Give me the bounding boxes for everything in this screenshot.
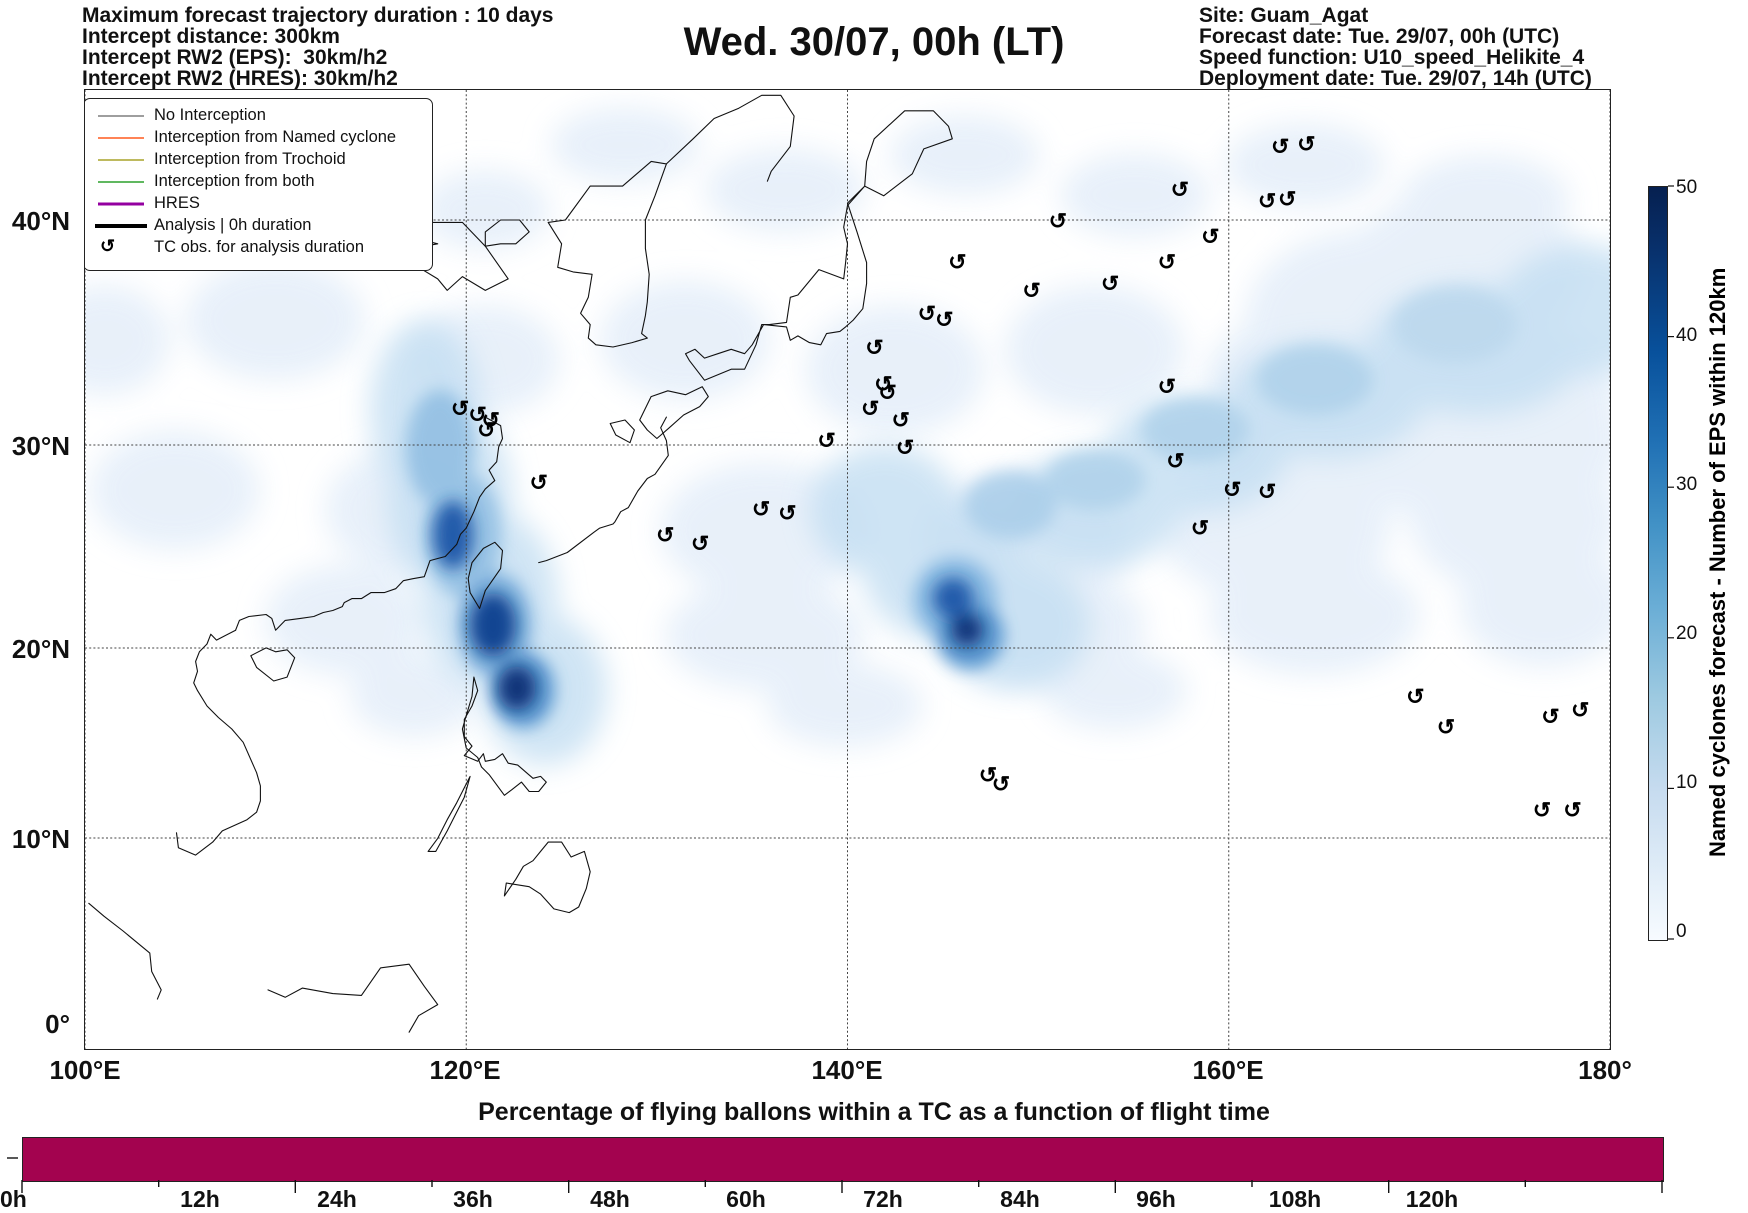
svg-text:↺: ↺ xyxy=(656,522,674,547)
svg-text:↺: ↺ xyxy=(918,301,936,326)
svg-text:↺: ↺ xyxy=(1049,208,1067,233)
svg-text:↺: ↺ xyxy=(451,396,469,421)
svg-text:↺: ↺ xyxy=(1406,684,1424,709)
svg-text:↺: ↺ xyxy=(948,249,966,274)
svg-text:↺: ↺ xyxy=(1258,188,1276,213)
svg-text:↺: ↺ xyxy=(752,496,770,521)
svg-text:↺: ↺ xyxy=(481,407,499,432)
svg-text:↺: ↺ xyxy=(100,236,115,256)
svg-text:↺: ↺ xyxy=(1166,448,1184,473)
svg-text:↺: ↺ xyxy=(529,470,547,495)
svg-text:↺: ↺ xyxy=(1022,278,1040,303)
svg-text:↺: ↺ xyxy=(1271,134,1289,159)
svg-text:↺: ↺ xyxy=(817,428,835,453)
svg-text:↺: ↺ xyxy=(1171,177,1189,202)
svg-text:↺: ↺ xyxy=(935,307,953,332)
svg-text:↺: ↺ xyxy=(865,335,883,360)
svg-text:↺: ↺ xyxy=(1201,224,1219,249)
svg-text:↺: ↺ xyxy=(1158,249,1176,274)
svg-text:↺: ↺ xyxy=(1258,479,1276,504)
svg-text:↺: ↺ xyxy=(1533,798,1551,823)
svg-text:↺: ↺ xyxy=(992,772,1010,797)
svg-text:↺: ↺ xyxy=(1101,271,1119,296)
svg-text:↺: ↺ xyxy=(1278,187,1296,212)
svg-text:↺: ↺ xyxy=(1437,715,1455,740)
svg-text:↺: ↺ xyxy=(1297,132,1315,157)
svg-text:↺: ↺ xyxy=(1191,516,1209,541)
svg-text:↺: ↺ xyxy=(1563,798,1581,823)
svg-text:↺: ↺ xyxy=(691,531,709,556)
svg-text:↺: ↺ xyxy=(861,396,879,421)
svg-text:↺: ↺ xyxy=(1158,374,1176,399)
svg-text:↺: ↺ xyxy=(1541,704,1559,729)
svg-text:↺: ↺ xyxy=(878,380,896,405)
svg-text:↺: ↺ xyxy=(1571,697,1589,722)
svg-text:↺: ↺ xyxy=(896,435,914,460)
svg-text:↺: ↺ xyxy=(778,501,796,526)
svg-text:↺: ↺ xyxy=(891,407,909,432)
svg-text:↺: ↺ xyxy=(1223,477,1241,502)
